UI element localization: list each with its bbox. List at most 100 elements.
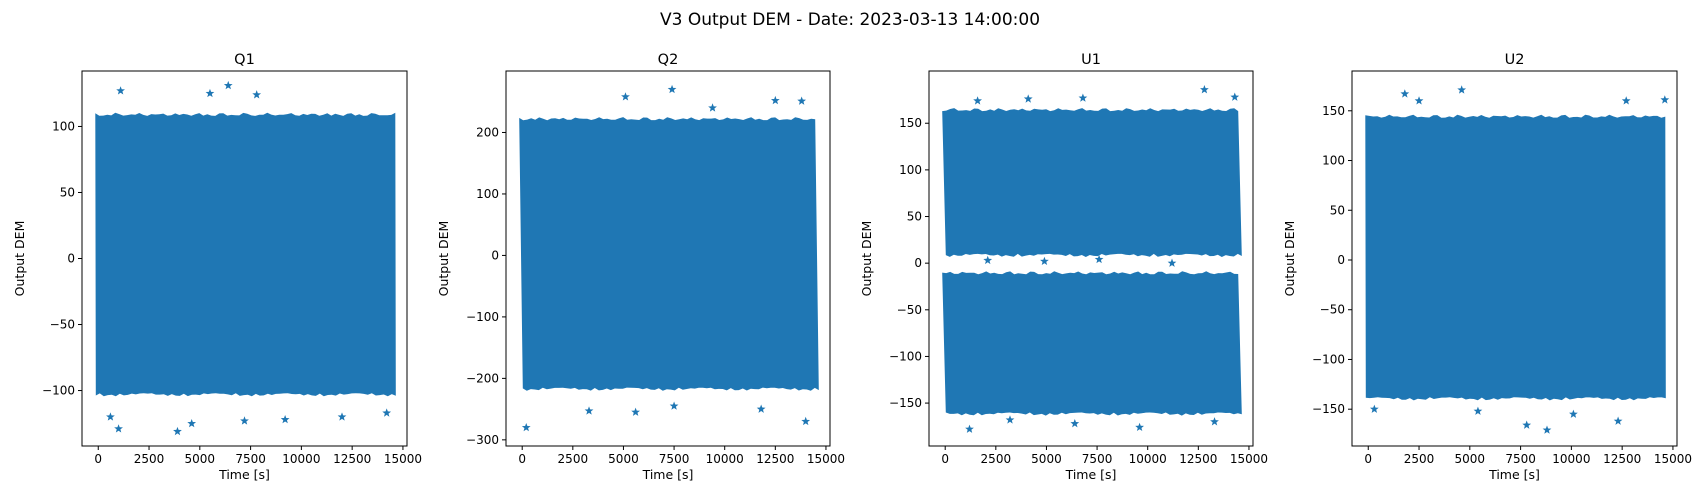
subplot-title: U2 <box>1505 52 1525 68</box>
y-tick-label: 0 <box>914 256 922 270</box>
scatter-point <box>187 418 197 428</box>
x-tick-label: 5000 <box>1455 452 1486 466</box>
x-tick-label: 12500 <box>756 452 794 466</box>
y-tick-label: −100 <box>42 384 75 398</box>
scatter-point <box>280 414 290 424</box>
scatter-point <box>1200 85 1209 94</box>
x-tick-label: 0 <box>1364 452 1372 466</box>
scatter-point <box>1522 420 1532 429</box>
scatter-cloud <box>942 271 1242 416</box>
scatter-point <box>1210 417 1219 426</box>
scatter-point <box>173 426 182 436</box>
scatter-point <box>708 103 717 112</box>
x-tick-label: 0 <box>941 452 949 466</box>
scatter-point <box>1369 404 1379 413</box>
scatter-point <box>770 95 780 105</box>
scatter-point <box>1613 416 1623 425</box>
scatter-point <box>116 86 125 95</box>
y-tick-label: −50 <box>897 303 922 317</box>
scatter-point <box>337 412 347 421</box>
y-tick-label: −50 <box>1320 303 1345 317</box>
x-tick-label: 2500 <box>134 452 165 466</box>
scatter-point <box>1078 93 1088 102</box>
x-tick-label: 2500 <box>1404 452 1435 466</box>
x-tick-label: 2500 <box>558 452 589 466</box>
y-tick-label: 150 <box>899 116 922 130</box>
y-tick-label: −100 <box>466 310 499 324</box>
y-tick-label: 100 <box>899 163 922 177</box>
subplot-u1: 0 2500 5000 7500 10000 12500 15000 −150 −100 −50 0… <box>859 52 1268 482</box>
scatter-point <box>252 90 262 99</box>
subplot-u2: 0 2500 5000 7500 10000 12500 15000 −150 −100 −50 0… <box>1282 52 1692 482</box>
scatter-cloud <box>95 112 396 397</box>
scatter-point <box>983 255 993 265</box>
x-tick-label: 15000 <box>807 452 845 466</box>
scatter-point <box>240 416 249 425</box>
scatter-point <box>1660 95 1670 104</box>
y-tick-label: −100 <box>889 349 922 363</box>
scatter-cloud <box>1365 114 1666 401</box>
subplot-title: Q2 <box>658 52 679 68</box>
y-tick-label: 50 <box>907 210 922 224</box>
y-tick-label: −100 <box>1312 352 1345 366</box>
y-tick-label: 50 <box>60 185 75 199</box>
y-tick-label: 0 <box>491 248 499 262</box>
y-tick-label: −150 <box>1312 402 1345 416</box>
scatter-point <box>965 424 974 433</box>
scatter-point <box>631 407 640 416</box>
scatter-point <box>1005 415 1015 424</box>
scatter-point <box>667 84 677 94</box>
scatter-point <box>1230 92 1240 101</box>
y-axis-label: Output DEM <box>1282 221 1297 297</box>
y-tick-label: −200 <box>466 371 499 385</box>
scatter-point <box>205 88 215 98</box>
x-tick-label: 5000 <box>608 452 639 466</box>
y-tick-label: 200 <box>476 125 499 139</box>
x-tick-label: 12500 <box>1603 452 1641 466</box>
x-axis-label: Time [s] <box>218 467 270 482</box>
x-axis-label: Time [s] <box>642 467 694 482</box>
x-tick-label: 2500 <box>981 452 1012 466</box>
x-tick-label: 0 <box>518 452 526 466</box>
x-tick-label: 7500 <box>659 452 690 466</box>
x-tick-label: 5000 <box>185 452 216 466</box>
x-tick-label: 10000 <box>1129 452 1167 466</box>
x-tick-label: 5000 <box>1031 452 1062 466</box>
axes-frame <box>1351 70 1678 447</box>
x-axis-label: Time [s] <box>1065 467 1117 482</box>
figure-suptitle: V3 Output DEM - Date: 2023-03-13 14:00:0… <box>660 10 1040 30</box>
scatter-point <box>756 404 766 413</box>
scatter-point <box>1473 406 1483 415</box>
scatter-point <box>584 406 594 415</box>
x-tick-label: 10000 <box>282 452 320 466</box>
scatter-point <box>114 424 123 433</box>
y-tick-label: 100 <box>476 187 499 201</box>
y-tick-label: 100 <box>1322 154 1345 168</box>
scatter-point <box>521 422 531 432</box>
y-axis-label: Output DEM <box>436 221 451 297</box>
x-tick-label: 15000 <box>1230 452 1268 466</box>
scatter-point <box>1414 96 1424 105</box>
x-tick-label: 7500 <box>235 452 266 466</box>
scatter-point <box>382 408 392 417</box>
scatter-point <box>1094 254 1104 264</box>
axes-frame <box>505 70 831 447</box>
x-axis-label: Time [s] <box>1488 467 1540 482</box>
y-tick-label: 0 <box>1337 253 1345 267</box>
subplot-q1: 0 2500 5000 7500 10000 12500 15000 −100 −50 0 50 10… <box>12 52 422 482</box>
scatter-point <box>1457 85 1467 94</box>
scatter-point <box>1040 256 1049 266</box>
scatter-point <box>1070 419 1080 428</box>
scatter-point <box>973 96 982 105</box>
x-tick-label: 15000 <box>1654 452 1692 466</box>
plot-area <box>95 80 396 436</box>
y-tick-label: 150 <box>1322 104 1345 118</box>
x-tick-label: 10000 <box>706 452 744 466</box>
scatter-point <box>1023 94 1033 103</box>
subplot-title: Q1 <box>234 52 255 68</box>
y-tick-label: −150 <box>889 396 922 410</box>
plot-area <box>942 85 1242 433</box>
y-axis-label: Output DEM <box>859 221 874 297</box>
scatter-point <box>1542 425 1552 434</box>
x-tick-label: 12500 <box>1179 452 1217 466</box>
